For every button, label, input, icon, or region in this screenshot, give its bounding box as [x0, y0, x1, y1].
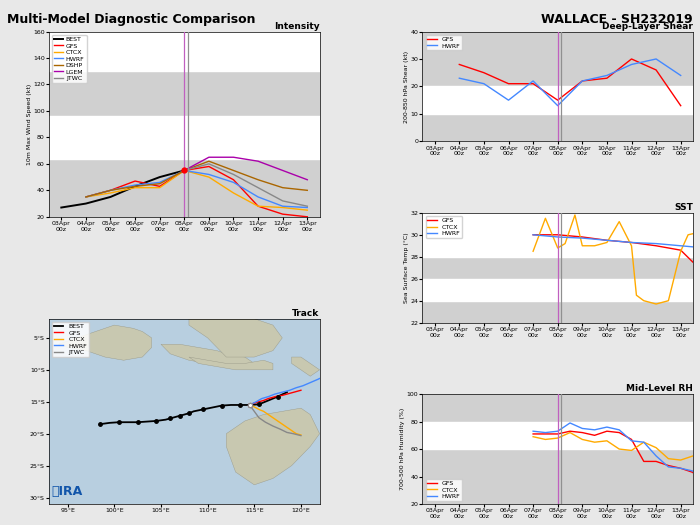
Y-axis label: 200-850 hPa Shear (kt): 200-850 hPa Shear (kt): [404, 50, 409, 122]
Polygon shape: [161, 344, 254, 366]
Bar: [49, 116, 320, 159]
Bar: [49, 32, 320, 217]
Polygon shape: [189, 357, 273, 370]
Bar: [422, 213, 693, 257]
Y-axis label: 700-500 hPa Humidity (%): 700-500 hPa Humidity (%): [400, 408, 405, 490]
Legend: BEST, GFS, CTCX, HWRF, JTWC: BEST, GFS, CTCX, HWRF, JTWC: [52, 322, 89, 357]
Text: ⓂIRA: ⓂIRA: [52, 486, 83, 498]
Bar: [49, 32, 320, 71]
Legend: BEST, GFS, CTCX, HWRF, DSHP, LGEM, JTWC: BEST, GFS, CTCX, HWRF, DSHP, LGEM, JTWC: [52, 35, 87, 83]
Legend: GFS, CTCX, HWRF: GFS, CTCX, HWRF: [426, 216, 463, 238]
Polygon shape: [58, 325, 152, 360]
Y-axis label: Sea Surface Temp (°C): Sea Surface Temp (°C): [404, 233, 409, 303]
Legend: GFS, CTCX, HWRF: GFS, CTCX, HWRF: [426, 479, 463, 501]
Bar: [422, 87, 693, 114]
Text: WALLACE - SH232019: WALLACE - SH232019: [541, 13, 693, 26]
Text: SST: SST: [674, 203, 693, 212]
Polygon shape: [226, 408, 320, 485]
Y-axis label: 10m Max Wind Speed (kt): 10m Max Wind Speed (kt): [27, 83, 31, 165]
Bar: [422, 422, 693, 449]
Text: Deep-Layer Shear: Deep-Layer Shear: [602, 22, 693, 31]
Polygon shape: [292, 357, 320, 376]
Text: Mid-Level RH: Mid-Level RH: [626, 384, 693, 393]
Bar: [422, 394, 693, 504]
Bar: [422, 32, 693, 141]
Legend: GFS, HWRF: GFS, HWRF: [426, 35, 463, 50]
Text: Intensity: Intensity: [274, 22, 320, 31]
Text: Multi-Model Diagnostic Comparison: Multi-Model Diagnostic Comparison: [7, 13, 256, 26]
Polygon shape: [189, 312, 282, 357]
Bar: [422, 213, 693, 323]
Bar: [422, 279, 693, 301]
Text: Track: Track: [293, 309, 320, 318]
